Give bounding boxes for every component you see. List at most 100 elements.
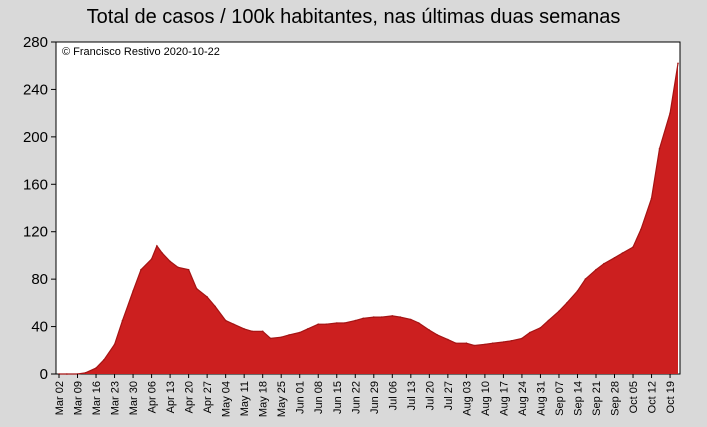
x-tick-label: Apr 27 <box>202 381 214 413</box>
x-tick-label: Jul 13 <box>406 381 418 410</box>
data-point <box>677 62 679 65</box>
y-tick-label: 280 <box>23 34 48 51</box>
data-point <box>214 305 216 308</box>
data-point <box>502 341 505 343</box>
y-tick-label: 0 <box>40 366 48 383</box>
x-tick-label: Apr 13 <box>165 381 177 413</box>
series-area <box>59 63 678 375</box>
x-tick-label: May 18 <box>258 381 270 417</box>
data-point <box>539 327 542 329</box>
data-point <box>161 252 163 254</box>
data-point <box>455 342 457 345</box>
data-point <box>336 322 338 324</box>
data-point <box>566 302 568 304</box>
y-tick-label: 200 <box>23 129 48 146</box>
x-tick-label: Mar 02 <box>54 381 66 415</box>
data-point <box>354 319 357 322</box>
data-point <box>529 331 531 334</box>
data-point <box>558 310 560 313</box>
y-tick-label: 240 <box>23 81 48 98</box>
y-tick-label: 40 <box>31 319 48 336</box>
data-point <box>156 245 158 247</box>
data-point <box>650 197 653 200</box>
data-point <box>306 328 309 330</box>
data-point <box>132 290 134 292</box>
x-tick-label: Jun 15 <box>332 381 344 414</box>
data-point <box>362 317 365 320</box>
x-tick-label: Jun 29 <box>369 381 381 414</box>
data-point <box>84 372 87 374</box>
x-tick-label: Aug 10 <box>480 381 492 416</box>
data-point <box>399 316 402 318</box>
data-point <box>640 228 642 231</box>
data-point <box>317 323 320 326</box>
data-point <box>447 338 449 341</box>
data-point <box>298 331 301 334</box>
data-point <box>269 337 272 340</box>
y-tick-label: 80 <box>31 271 48 288</box>
data-point <box>373 316 375 318</box>
data-point <box>510 340 513 342</box>
data-point <box>603 262 605 265</box>
y-tick-label: 160 <box>23 176 48 193</box>
data-point <box>195 287 198 290</box>
x-tick-label: Apr 20 <box>184 381 196 413</box>
data-point <box>113 343 116 346</box>
data-point <box>187 268 190 271</box>
data-point <box>232 323 235 326</box>
x-tick-label: Jul 27 <box>443 381 455 410</box>
x-tick-label: May 11 <box>239 381 251 416</box>
data-point <box>224 319 227 322</box>
data-point <box>418 322 420 324</box>
credit-annotation: © Francisco Restivo 2020-10-22 <box>62 46 220 58</box>
data-point <box>547 319 550 322</box>
data-point <box>380 316 383 318</box>
x-tick-label: Sep 21 <box>591 381 603 416</box>
x-tick-label: Aug 31 <box>535 381 547 416</box>
data-point <box>280 336 283 339</box>
data-point <box>169 260 171 263</box>
x-tick-label: Jul 06 <box>387 381 399 410</box>
data-point <box>95 367 97 369</box>
data-point <box>595 268 597 271</box>
x-tick-label: Aug 03 <box>461 381 473 416</box>
data-point <box>243 328 245 330</box>
data-point <box>521 337 523 340</box>
x-tick-label: Mar 30 <box>128 381 140 415</box>
data-point <box>632 246 634 248</box>
data-point <box>428 329 431 331</box>
x-tick-label: May 04 <box>221 381 233 417</box>
x-tick-label: Sep 07 <box>554 381 566 416</box>
x-tick-label: Mar 16 <box>91 381 103 415</box>
data-point <box>261 330 264 333</box>
x-tick-label: Oct 12 <box>647 381 659 413</box>
data-point <box>66 373 68 375</box>
y-axis: 0 40 80 120 160 200 240 280 <box>23 34 56 383</box>
data-point <box>484 343 486 346</box>
data-point <box>103 359 105 361</box>
data-point <box>465 342 468 345</box>
data-point <box>436 334 439 336</box>
data-point <box>613 257 616 259</box>
y-tick-label: 120 <box>23 224 48 241</box>
x-tick-label: Jul 20 <box>424 381 436 410</box>
data-point <box>391 315 394 317</box>
data-point <box>658 147 661 150</box>
x-tick-label: Apr 06 <box>147 381 159 413</box>
x-tick-label: Aug 24 <box>517 381 529 416</box>
data-point <box>576 290 579 292</box>
data-point <box>343 322 346 324</box>
x-tick-label: Jun 08 <box>313 381 325 414</box>
data-point <box>150 258 153 260</box>
x-axis: Mar 02 Mar 09 Mar 16 Mar 23 Mar 30 Apr 06 Apr … <box>54 374 677 417</box>
data-point <box>473 344 476 347</box>
chart-title: Total de casos / 100k habitantes, nas úl… <box>86 6 621 28</box>
x-tick-label: Jun 22 <box>350 381 362 414</box>
x-tick-label: May 25 <box>276 381 288 417</box>
data-point <box>288 334 290 336</box>
x-tick-label: Jun 01 <box>295 381 307 414</box>
data-point <box>140 268 142 271</box>
data-point <box>492 342 494 345</box>
